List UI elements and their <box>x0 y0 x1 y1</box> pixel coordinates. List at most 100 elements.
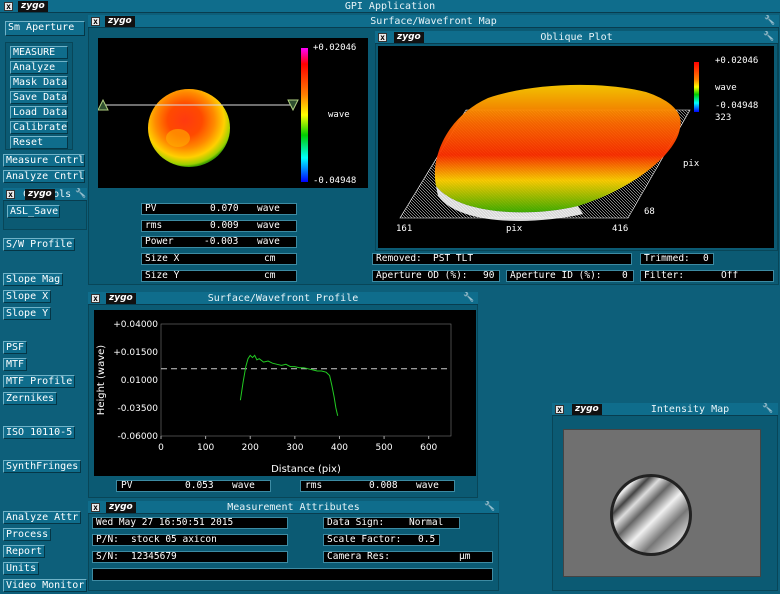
oblique-titlebar: x zygo Oblique Plot 🔧 <box>375 31 778 44</box>
scale-factor-field[interactable]: Scale Factor: 0.5 <box>323 534 440 546</box>
profile-y-axis-label: Height (wave) <box>96 345 107 416</box>
profile-x-tick-label: 500 <box>375 443 392 453</box>
aperture-od-field: Aperture OD (%): 90 <box>372 270 500 282</box>
report-button[interactable]: Report <box>3 545 45 558</box>
profile-x-axis-label: Distance (pix) <box>271 464 341 475</box>
surface-map-close-icon[interactable]: x <box>91 17 100 26</box>
analyze-button[interactable]: Analyze <box>10 61 68 74</box>
camera-res-field[interactable]: Camera Res: µm <box>323 551 493 563</box>
profile-close-icon[interactable]: x <box>91 294 100 303</box>
profile-y-tick-label: +0.04000 <box>113 320 158 330</box>
video-monitor-button[interactable]: Video Monitor <box>3 579 87 592</box>
profile-chart: +0.04000+0.015000.01000-0.03500-0.06000 … <box>96 320 452 475</box>
profile-x-tick-label: 400 <box>331 443 348 453</box>
wrench-icon[interactable]: 🔧 <box>75 189 87 199</box>
zygo-logo: zygo <box>18 1 48 12</box>
size-x-result: Size X cm <box>141 253 297 265</box>
oblique-svg <box>399 62 699 221</box>
profile-y-tick-label: -0.06000 <box>118 432 159 442</box>
wrench-icon[interactable]: 🔧 <box>484 502 496 512</box>
slope-y-button[interactable]: Slope Y <box>3 307 51 320</box>
oblique-skirt <box>436 186 583 221</box>
comment-field[interactable] <box>92 568 493 581</box>
synth-fringes-button[interactable]: SynthFringes <box>3 460 81 473</box>
calibrate-button[interactable]: Calibrate <box>10 121 68 134</box>
profile-y-tick-label: +0.01500 <box>113 348 158 358</box>
intensity-close-icon[interactable]: x <box>555 405 564 414</box>
cut-handle-left-icon[interactable] <box>97 98 109 111</box>
intensity-titlebar: x zygo Intensity Map 🔧 <box>552 403 778 416</box>
measure-cntrl-button[interactable]: Measure Cntrl <box>3 154 85 167</box>
zygo-logo: zygo <box>106 293 136 304</box>
analyze-attr-button[interactable]: Analyze Attr <box>3 511 81 524</box>
intensity-disk <box>613 477 689 553</box>
part-number-field[interactable]: P/N: stock 05 axicon <box>92 534 288 546</box>
zernikes-button[interactable]: Zernikes <box>3 392 57 405</box>
mtf-profile-button[interactable]: MTF Profile <box>3 375 75 388</box>
profile-rms-field: rms 0.008 wave <box>300 480 455 492</box>
profile-x-tick-label: 600 <box>420 443 437 453</box>
profile-x-tick-label: 100 <box>197 443 214 453</box>
zygo-logo: zygo <box>106 502 136 513</box>
serial-number-field[interactable]: S/N: 12345679 <box>92 551 288 563</box>
units-button[interactable]: Units <box>3 562 39 575</box>
app-titlebar: x zygo GPI Application <box>0 0 780 13</box>
intensity-image[interactable] <box>563 429 761 577</box>
slope-x-button[interactable]: Slope X <box>3 290 51 303</box>
app-title: GPI Application <box>344 1 436 12</box>
mask-data-button[interactable]: Mask Data <box>10 76 68 89</box>
asl-save-button[interactable]: ASL_Save <box>7 205 60 218</box>
surface-disk <box>148 89 230 167</box>
profile-pv-field: PV 0.053 wave <box>116 480 271 492</box>
surface-map-titlebar: x zygo Surface/Wavefront Map 🔧 <box>88 15 779 28</box>
oblique-plot[interactable]: +0.02046 wave -0.04948 323 pix 68 161 pi… <box>378 46 774 248</box>
size-y-result: Size Y cm <box>141 270 297 282</box>
profile-y-tick-label: -0.03500 <box>118 404 159 414</box>
sw-profile-button[interactable]: S/W Profile <box>3 238 75 251</box>
wrench-icon[interactable]: 🔧 <box>463 293 475 303</box>
cut-handle-right-icon[interactable] <box>287 99 299 112</box>
app-close-icon[interactable]: x <box>4 2 13 11</box>
save-data-button[interactable]: Save Data <box>10 91 68 104</box>
wrench-icon[interactable]: 🔧 <box>764 16 776 26</box>
controls-titlebar: x Controls zygo 🔧 <box>3 188 87 201</box>
profile-plot-area <box>160 323 452 437</box>
trimmed-field: Trimmed: 0 <box>640 253 714 265</box>
profile-title: Surface/Wavefront Profile <box>207 293 359 304</box>
measurement-close-icon[interactable]: x <box>91 503 100 512</box>
power-result: Power -0.003 wave <box>141 236 297 248</box>
process-button[interactable]: Process <box>3 528 51 541</box>
oblique-y-tick: 68 <box>644 207 655 217</box>
profile-y-tick-label: 0.01000 <box>121 376 158 386</box>
wrench-icon[interactable]: 🔧 <box>762 404 774 414</box>
profile-plot[interactable]: +0.04000 +0.01500 0.01000 -0.03500 -0.06000 … <box>94 310 476 476</box>
reset-button[interactable]: Reset <box>10 136 68 149</box>
oblique-close-icon[interactable]: x <box>378 33 387 42</box>
data-sign-field[interactable]: Data Sign: Normal <box>323 517 460 529</box>
oblique-color-scale <box>694 62 699 112</box>
aperture-button[interactable]: Sm Aperture <box>5 21 85 36</box>
controls-close-icon[interactable]: x <box>6 190 15 199</box>
oblique-scale-min: -0.04948 <box>715 101 759 111</box>
profile-trace <box>239 354 339 416</box>
profile-titlebar: x zygo Surface/Wavefront Profile 🔧 <box>88 292 478 305</box>
surface-map-plot[interactable]: +0.02046 wave -0.04948 <box>97 38 368 188</box>
intensity-title: Intensity Map <box>650 404 730 415</box>
slope-mag-button[interactable]: Slope Mag <box>3 273 63 286</box>
measure-button[interactable]: MEASURE <box>10 46 68 59</box>
zygo-logo: zygo <box>394 32 424 43</box>
mtf-button[interactable]: MTF <box>3 358 27 371</box>
measurement-date-field[interactable]: Wed May 27 16:50:51 2015 <box>92 517 288 529</box>
pv-result: PV 0.070 wave <box>141 203 297 215</box>
surface-highlight <box>166 129 190 147</box>
measurement-titlebar: x zygo Measurement Attributes 🔧 <box>88 501 499 514</box>
oblique-x-label: pix <box>506 224 523 234</box>
analyze-cntrl-button[interactable]: Analyze Cntrl <box>3 170 85 183</box>
intensity-svg <box>610 474 692 556</box>
iso-10110-button[interactable]: ISO 10110-5 <box>3 426 75 439</box>
oblique-surface <box>434 84 681 213</box>
wrench-icon[interactable]: 🔧 <box>763 32 775 42</box>
surface-map-svg <box>97 48 308 182</box>
psf-button[interactable]: PSF <box>3 341 27 354</box>
load-data-button[interactable]: Load Data <box>10 106 68 119</box>
